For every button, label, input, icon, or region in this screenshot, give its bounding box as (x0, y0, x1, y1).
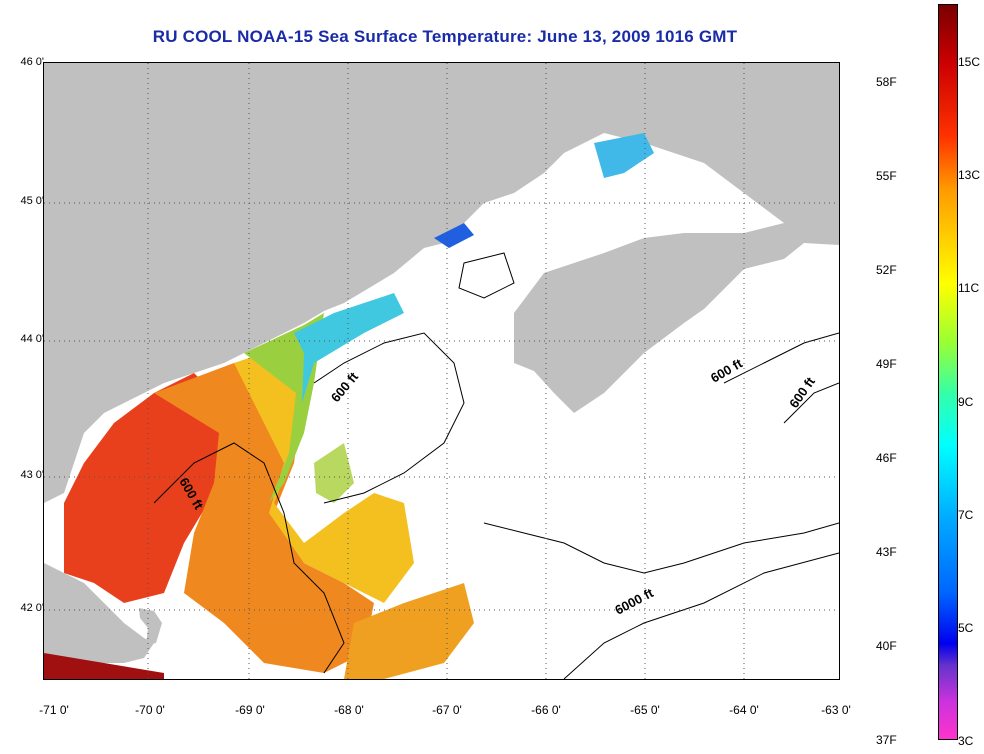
lon-label-69: -69 0' (235, 703, 265, 717)
sea-surface-temperature-map: 600 ft 600 ft 600 ft 600 ft 6000 ft (43, 62, 840, 680)
land-cape-cod-arm (139, 608, 162, 645)
sst-yellow-zone (234, 343, 414, 603)
land-new-england (44, 63, 839, 503)
sst-warm-band (64, 373, 224, 603)
contour-label-scotian: 600 ft (708, 355, 745, 385)
sst-south-channel (344, 583, 474, 679)
contour-600ft-scotian-east (723, 332, 839, 384)
lat-label-42: 42 0' (20, 602, 44, 614)
contour-label-6000: 6000 ft (612, 585, 656, 618)
colorbar-label-11c: 11C (958, 281, 980, 295)
lat-label-43: 43 0' (20, 469, 44, 481)
contour-6000ft (563, 552, 839, 679)
colorbar-label-37f: 37F (876, 733, 897, 747)
land-cape-cod (44, 563, 154, 679)
lon-label-70: -70 0' (135, 703, 165, 717)
sst-gulf-center-green (314, 443, 354, 503)
contour-label-east: 600 ft (786, 374, 818, 411)
contour-600ft-scotian-east2 (783, 382, 839, 424)
map-canvas: 600 ft 600 ft 600 ft 600 ft 6000 ft (44, 63, 839, 679)
contour-georges-loop (458, 252, 515, 299)
contour-label-inner: 600 ft (328, 369, 362, 405)
colorbar-label-58f: 58F (876, 75, 897, 89)
lat-label-46: 46 0' (20, 56, 44, 68)
contour-600ft-inner (313, 332, 465, 504)
colorbar-label-49f: 49F (876, 357, 897, 371)
lon-label-64: -64 0' (729, 703, 759, 717)
sst-dark-red-south (44, 653, 164, 679)
colorbar-label-7c: 7C (958, 508, 974, 522)
contour-600ft-gulf (153, 442, 345, 674)
sst-cyan-bay-of-fundy (594, 133, 654, 178)
colorbar-label-13c: 13C (958, 168, 981, 182)
colorbar-label-5c: 5C (958, 621, 974, 635)
colorbar-label-3c: 3C (958, 734, 974, 748)
lat-label-44: 44 0' (20, 333, 44, 345)
colorbar-label-52f: 52F (876, 263, 897, 277)
lat-label-45: 45 0' (20, 195, 44, 207)
colorbar-label-43f: 43F (876, 545, 897, 559)
colorbar-label-46f: 46F (876, 451, 897, 465)
lon-label-63: -63 0' (821, 703, 851, 717)
temperature-colorbar (938, 4, 958, 740)
page-title: RU COOL NOAA-15 Sea Surface Temperature:… (152, 27, 738, 46)
contour-600ft-shelf (483, 522, 839, 574)
lon-label-71: -71 0' (39, 703, 69, 717)
lon-label-65: -65 0' (630, 703, 660, 717)
sst-orange-zone (154, 353, 374, 673)
colorbar-label-55f: 55F (876, 169, 897, 183)
sst-cyan-zone (294, 293, 404, 403)
lon-label-68: -68 0' (334, 703, 364, 717)
colorbar-label-40f: 40F (876, 639, 897, 653)
colorbar-label-15c: 15C (958, 55, 981, 69)
colorbar-label-9c: 9C (958, 395, 974, 409)
lon-label-67: -67 0' (432, 703, 462, 717)
sst-blue-patch (434, 223, 474, 248)
lon-label-66: -66 0' (531, 703, 561, 717)
